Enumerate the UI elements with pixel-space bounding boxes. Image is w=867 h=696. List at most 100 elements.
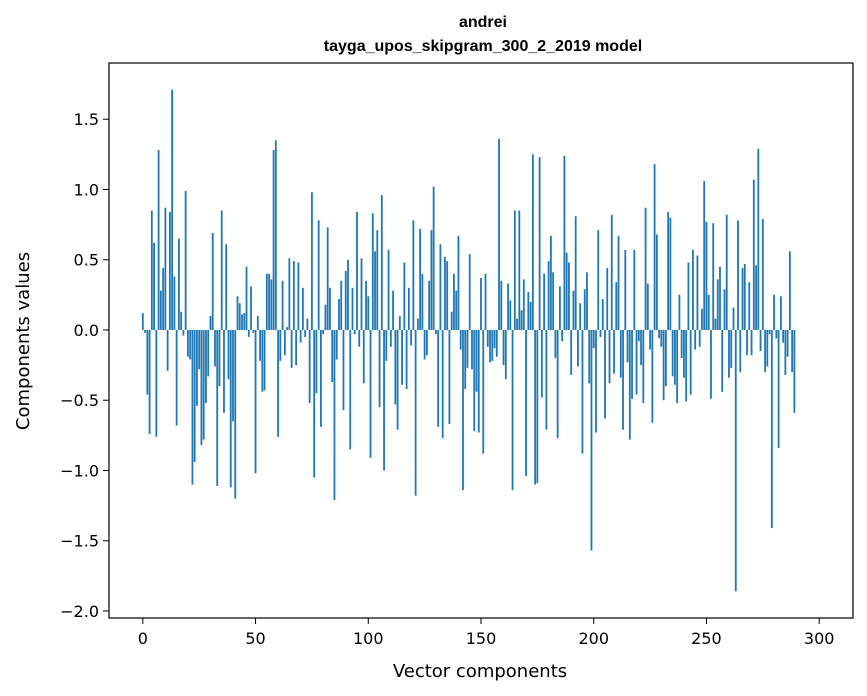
bar-93 <box>351 287 354 330</box>
bar-282 <box>777 329 780 448</box>
bar-106 <box>380 195 383 330</box>
bar-148 <box>475 329 478 392</box>
y-axis-ticks: −2.0 −1.5 −1.0 −0.5 0.0 0.5 1.0 1.5 <box>60 110 109 621</box>
bar-289 <box>793 329 796 413</box>
bar-196 <box>583 289 586 330</box>
bar-175 <box>536 329 539 484</box>
bar-273 <box>757 148 760 330</box>
bar-190 <box>570 329 573 375</box>
bar-83 <box>329 287 331 330</box>
bar-16 <box>177 238 180 330</box>
bar-227 <box>653 164 656 330</box>
bar-66 <box>290 329 293 368</box>
bar-90 <box>344 270 347 330</box>
bar-10 <box>164 207 167 330</box>
bar-181 <box>549 235 552 330</box>
bar-32 <box>214 329 216 367</box>
bar-195 <box>581 329 584 454</box>
bar-269 <box>748 282 751 330</box>
bar-7 <box>157 150 160 330</box>
bar-197 <box>586 272 588 330</box>
bar-69 <box>297 262 300 330</box>
bar-17 <box>180 311 183 330</box>
bar-48 <box>250 286 252 330</box>
bar-216 <box>628 329 631 440</box>
bar-37 <box>225 244 228 330</box>
bar-102 <box>371 213 374 330</box>
bar-138 <box>453 273 455 330</box>
bar-45 <box>243 313 246 330</box>
bar-29 <box>207 329 210 377</box>
bar-191 <box>572 290 575 330</box>
bar-278 <box>768 329 771 335</box>
bar-75 <box>311 192 313 330</box>
bar-160 <box>502 329 505 366</box>
bar-243 <box>689 329 692 395</box>
bar-64 <box>286 327 289 330</box>
bar-1 <box>144 329 146 333</box>
bar-254 <box>714 318 717 330</box>
bar-107 <box>383 329 385 471</box>
bar-275 <box>761 218 764 330</box>
bar-149 <box>477 329 480 433</box>
bar-127 <box>428 280 431 330</box>
bar-9 <box>162 268 165 330</box>
bar-99 <box>365 280 367 330</box>
bar-233 <box>667 211 670 330</box>
bar-97 <box>360 258 363 330</box>
bar-173 <box>531 154 534 330</box>
bar-242 <box>687 262 690 330</box>
bar-73 <box>306 318 309 330</box>
bar-60 <box>277 329 279 437</box>
bar-206 <box>606 268 609 330</box>
bar-168 <box>520 310 523 330</box>
bar-91 <box>347 259 349 330</box>
bar-98 <box>362 329 365 384</box>
bar-131 <box>437 329 440 427</box>
bar-226 <box>651 329 654 423</box>
bar-41 <box>234 329 237 499</box>
bar-189 <box>568 262 570 330</box>
bar-20 <box>187 329 189 357</box>
bar-271 <box>752 179 755 330</box>
bar-234 <box>669 217 672 330</box>
bar-185 <box>559 286 561 330</box>
bar-249 <box>703 181 706 330</box>
bar-25 <box>198 329 201 370</box>
bar-123 <box>419 228 422 330</box>
bar-166 <box>516 318 518 330</box>
bar-3 <box>148 329 151 434</box>
bar-104 <box>376 230 379 330</box>
y-tick-label: −2.0 <box>60 602 99 621</box>
bar-39 <box>229 329 232 488</box>
bar-115 <box>401 329 403 385</box>
bar-182 <box>552 272 555 330</box>
bar-55 <box>265 273 268 330</box>
x-axis-ticks: 0 50 100 150 200 250 300 <box>138 618 834 648</box>
bar-52 <box>259 329 261 361</box>
bar-217 <box>631 329 633 399</box>
bar-130 <box>435 329 437 335</box>
y-tick-label: 1.5 <box>74 110 99 129</box>
bar-47 <box>247 329 250 337</box>
bar-79 <box>320 329 322 427</box>
y-tick-label: 1.0 <box>74 180 99 199</box>
bar-36 <box>223 329 225 413</box>
bar-239 <box>680 329 683 359</box>
y-tick-label: −1.0 <box>60 461 99 480</box>
bar-30 <box>209 315 212 330</box>
bar-125 <box>423 329 426 360</box>
bar-18 <box>182 329 185 336</box>
bar-232 <box>664 329 667 387</box>
bar-56 <box>268 273 270 330</box>
bar-50 <box>254 329 257 474</box>
bar-59 <box>274 140 277 330</box>
bar-13 <box>171 89 174 330</box>
bar-150 <box>480 277 482 330</box>
bar-145 <box>468 254 471 330</box>
bar-177 <box>540 329 543 398</box>
bar-288 <box>791 329 794 373</box>
bar-53 <box>261 329 264 392</box>
bar-51 <box>256 315 259 330</box>
